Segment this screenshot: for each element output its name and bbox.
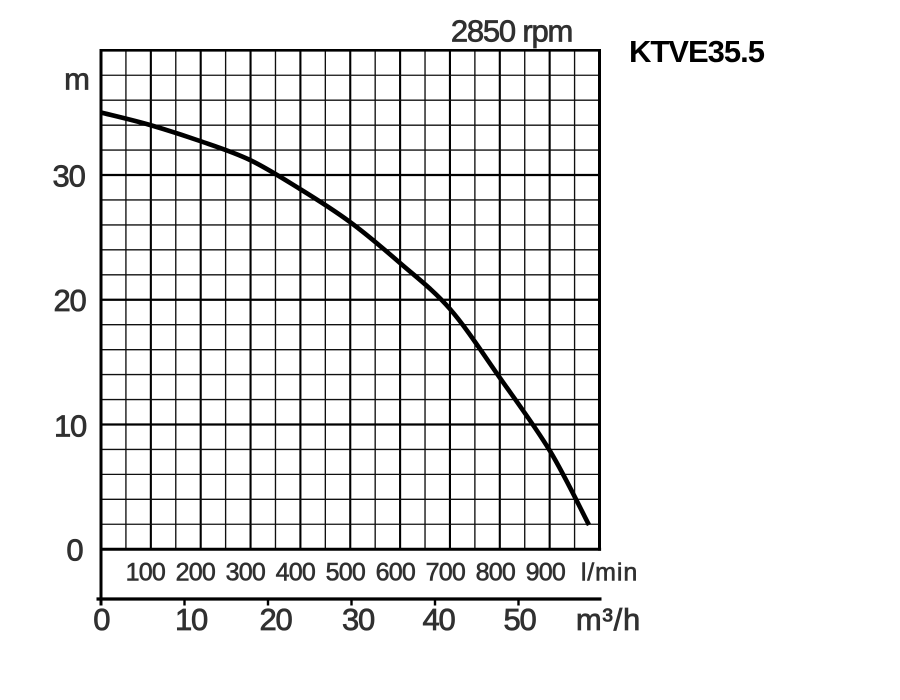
- svg-text:m³/h: m³/h: [576, 602, 641, 637]
- svg-text:300: 300: [226, 559, 265, 587]
- svg-text:l/min: l/min: [581, 559, 638, 587]
- svg-text:40: 40: [422, 602, 455, 637]
- svg-text:10: 10: [175, 602, 208, 637]
- svg-text:700: 700: [426, 559, 465, 587]
- svg-text:100: 100: [126, 559, 165, 587]
- svg-text:10: 10: [54, 409, 87, 444]
- svg-text:200: 200: [176, 559, 215, 587]
- svg-text:0: 0: [66, 533, 83, 568]
- svg-text:20: 20: [259, 602, 292, 637]
- svg-text:900: 900: [526, 559, 565, 587]
- svg-text:0: 0: [93, 602, 110, 637]
- svg-text:400: 400: [276, 559, 315, 587]
- svg-text:600: 600: [376, 559, 415, 587]
- svg-text:2850 rpm: 2850 rpm: [451, 14, 572, 49]
- svg-text:20: 20: [53, 283, 86, 318]
- svg-text:m: m: [64, 62, 90, 97]
- svg-text:800: 800: [476, 559, 515, 587]
- svg-text:KTVE35.5: KTVE35.5: [629, 34, 765, 69]
- svg-text:30: 30: [53, 159, 86, 194]
- svg-text:50: 50: [503, 602, 536, 637]
- svg-text:500: 500: [326, 559, 365, 587]
- svg-text:30: 30: [342, 602, 375, 637]
